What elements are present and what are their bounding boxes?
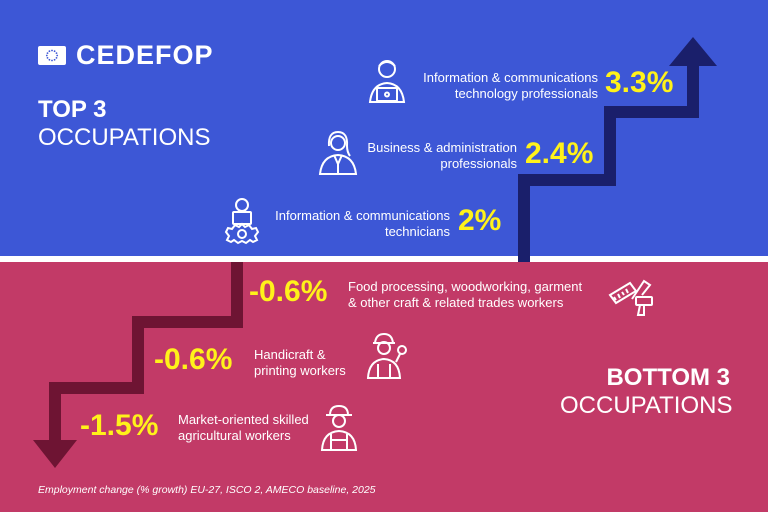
top-item-3-label: Information & communications technicians: [245, 208, 450, 239]
top-item-2-value: 2.4%: [525, 137, 593, 171]
top-section-title: TOP 3 OCCUPATIONS: [38, 98, 210, 150]
top-item-1-label: Information & communications technology …: [395, 70, 598, 101]
bottom-item-3-label: Market-oriented skilled agricultural wor…: [178, 412, 318, 443]
bottom-item-3-value: -1.5%: [80, 409, 158, 443]
top-item-3-value: 2%: [458, 204, 501, 238]
bottom-item-1-value: -0.6%: [249, 275, 327, 309]
top-title-bold: TOP 3: [38, 98, 210, 122]
bottom-item-1-label: Food processing, woodworking, garment & …: [348, 279, 598, 310]
agricultural-worker-icon: [316, 402, 362, 452]
bottom-title-bold: BOTTOM 3: [560, 366, 730, 390]
up-arrow-head: [669, 37, 717, 66]
craft-tools-icon: [606, 275, 658, 319]
bottom-section-title: BOTTOM 3 OCCUPATIONS: [560, 366, 730, 418]
bottom-item-2-value: -0.6%: [154, 343, 232, 377]
down-arrow-head: [33, 440, 77, 468]
cedefop-logo: CEDEFOP: [38, 40, 214, 71]
eu-flag-icon: [38, 46, 66, 65]
handicraft-worker-icon: [362, 330, 408, 380]
top-item-1-value: 3.3%: [605, 66, 673, 100]
bottom-item-2-label: Handicraft & printing workers: [254, 347, 364, 378]
top-title-light: OCCUPATIONS: [38, 126, 210, 150]
top-item-2-label: Business & administration professionals: [340, 140, 517, 171]
source-footnote: Employment change (% growth) EU-27, ISCO…: [38, 484, 376, 496]
bottom-title-light: OCCUPATIONS: [560, 394, 730, 418]
brand-name: CEDEFOP: [76, 40, 214, 71]
